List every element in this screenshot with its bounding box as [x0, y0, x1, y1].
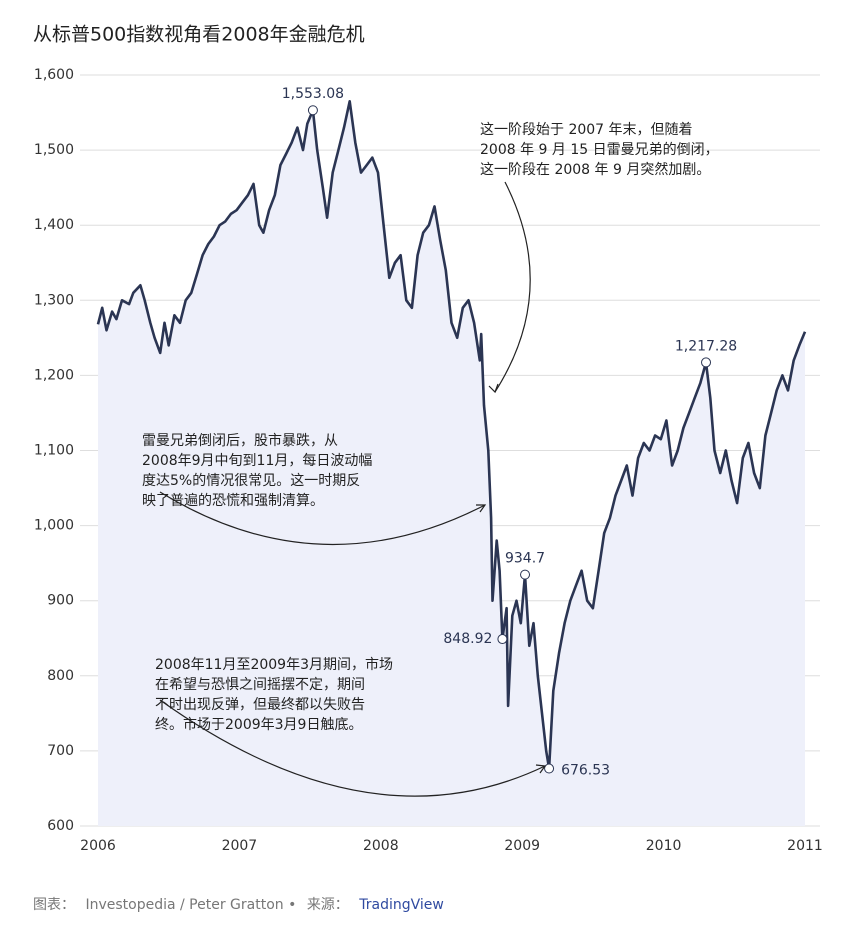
annotation-text: 不时出现反弹，但最终都以失败告	[155, 697, 365, 713]
arrow-head	[535, 764, 547, 774]
annotation-text: 2008年9月中旬到11月，每日波动幅	[142, 453, 372, 469]
arrow	[159, 699, 546, 797]
line	[96, 100, 807, 770]
plot: 600 700 800 900 1,000 1,100 1,200 1,300 1,400 1,5…	[34, 67, 823, 854]
y-tick-label: 600	[47, 818, 74, 834]
y-tick-label: 1,400	[34, 217, 74, 233]
annotation-text: 2008年11月至2009年3月期间，市场	[155, 656, 393, 673]
x-tick-label: 2010	[646, 838, 682, 854]
highlight-label: 848.92	[443, 631, 492, 647]
highlight-label: 1,217.28	[675, 338, 737, 354]
annotation-text: 这一阶段始于 2007 年末，但随着	[480, 121, 693, 138]
y-tick-label: 1,100	[34, 443, 74, 459]
highlight-point	[701, 357, 712, 368]
annotation-text: 这一阶段在 2008 年 9 月突然加剧。	[480, 161, 710, 178]
highlight-point	[307, 105, 318, 116]
y-tick-label: 1,000	[34, 518, 74, 534]
highlight-point	[544, 763, 555, 774]
footer-label: 来源：	[307, 897, 349, 913]
arrow-head	[476, 504, 487, 513]
y-tick-label: 1,300	[34, 292, 74, 308]
y-tick-label: 1,500	[34, 142, 74, 158]
y-tick-label: 1,600	[34, 67, 74, 83]
footer: 图表： Investopedia / Peter Gratton • 来源： T…	[33, 897, 444, 913]
x-tick-label: 2006	[80, 838, 116, 854]
y-tick-label: 1,200	[34, 367, 74, 383]
annotation-text: 在希望与恐惧之间摇摆不定，期间	[155, 677, 365, 693]
annotation-text: 2008 年 9 月 15 日雷曼兄弟的倒闭，	[480, 142, 719, 158]
x-tick-label: 2009	[504, 838, 540, 854]
footer-credit: Investopedia / Peter Gratton •	[85, 897, 296, 913]
arrow	[159, 491, 486, 546]
arrow-head	[488, 383, 499, 394]
footer-label: 图表：	[33, 897, 75, 913]
y-tick-label: 900	[47, 593, 74, 609]
highlight-point	[520, 569, 531, 580]
area	[98, 101, 805, 827]
highlight-point	[497, 634, 508, 645]
y-tick-label: 700	[47, 743, 74, 759]
annotation-text: 终。市场于2009年3月9日触底。	[155, 716, 362, 733]
arrow	[494, 181, 531, 393]
x-tick-label: 2008	[363, 838, 399, 854]
x-tick-label: 2011	[787, 838, 823, 854]
annotation-text: 雷曼兄弟倒闭后，股市暴跌，从	[142, 432, 338, 449]
footer-source[interactable]: TradingView	[358, 897, 444, 913]
y-tick-label: 800	[47, 668, 74, 684]
highlight-label: 1,553.08	[282, 86, 344, 102]
annotation-text: 映了普遍的恐慌和强制清算。	[142, 493, 324, 509]
x-tick-label: 2007	[222, 838, 258, 854]
chart-title: 从标普500指数视角看2008年金融危机	[33, 24, 365, 46]
annotation-text: 度达5%的情况很常见。这一时期反	[142, 472, 360, 489]
highlight-label: 934.7	[505, 551, 545, 567]
highlight-label: 676.53	[561, 763, 610, 779]
